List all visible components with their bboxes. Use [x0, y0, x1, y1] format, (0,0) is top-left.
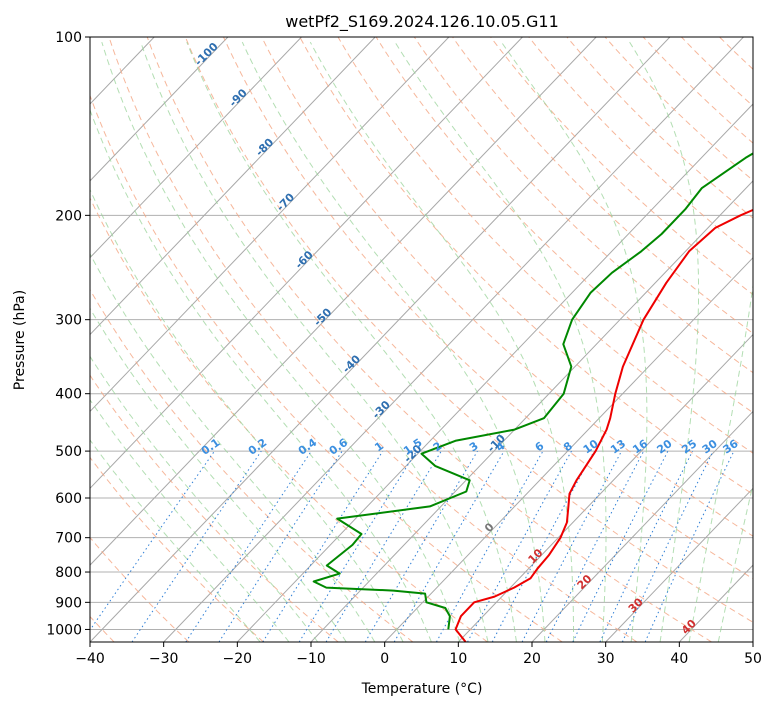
- temperature-line: [454, 208, 753, 642]
- moist-adiabat-line: [90, 252, 376, 642]
- dry-adiabat-line: [299, 37, 753, 495]
- isotherm-line: [384, 256, 753, 642]
- isotherm-line: [457, 333, 753, 642]
- x-tick-label: 10: [449, 651, 467, 667]
- isotherm-gridlines: [90, 37, 753, 642]
- moist-adiabat-line: [717, 482, 753, 642]
- mixing-ratio-line: [218, 450, 343, 642]
- dry-adiabats: [90, 37, 753, 642]
- mixing-ratio-line: [298, 450, 417, 642]
- mixing-ratio-line: [599, 450, 694, 642]
- mixing-ratio-line: [90, 450, 215, 631]
- isotherm-line: [90, 37, 376, 336]
- y-tick-label: 500: [55, 444, 82, 460]
- mixing-ratio-line: [131, 450, 262, 642]
- isotherm-line: [605, 487, 753, 642]
- mixing-ratio-line: [262, 450, 384, 642]
- moist-adiabat-line: [90, 398, 290, 642]
- dry-adiabat-line: [90, 94, 563, 642]
- dry-adiabat-line: [90, 456, 264, 642]
- y-tick-label: 600: [55, 491, 82, 507]
- isotherm-line: [531, 410, 753, 642]
- y-axis: 100 200 300 400 500 600 700 800 900 1000: [46, 30, 90, 638]
- x-tick-label: 30: [597, 651, 615, 667]
- dry-adiabat-line: [90, 288, 414, 642]
- dry-adiabat-line: [184, 37, 753, 623]
- mixing-ratio-line: [491, 450, 595, 642]
- mixing-ratio-line: [572, 450, 669, 642]
- dry-adiabat-line: [490, 37, 753, 296]
- isotherm-line: [163, 37, 744, 642]
- dry-adiabat-line: [337, 37, 753, 454]
- moist-adiabat-line: [394, 41, 607, 642]
- x-tick-label: −30: [149, 651, 179, 667]
- plot-area: [90, 37, 753, 642]
- dry-adiabat-line: [108, 37, 638, 642]
- x-tick-label: 20: [523, 651, 541, 667]
- dry-adiabat-line: [452, 37, 753, 335]
- y-tick-label: 700: [55, 531, 82, 547]
- moist-adiabat-line: [90, 355, 319, 642]
- y-tick-label: 300: [55, 313, 82, 329]
- isotherm-line: [90, 37, 450, 413]
- x-axis: −40 −30 −20 −10 0 10 20 30 40 50: [75, 642, 762, 667]
- dry-adiabat-line: [375, 37, 753, 414]
- moist-adiabats: [90, 41, 753, 642]
- chart-title: wetPf2_S169.2024.126.10.05.G11: [285, 12, 559, 32]
- mixing-ratio-line: [364, 450, 478, 642]
- mixing-ratio-line: [467, 450, 572, 642]
- mixing-ratio-lines: [90, 450, 735, 642]
- dry-adiabat-line: [90, 374, 339, 642]
- moist-adiabat-line: [309, 41, 575, 642]
- y-axis-label: Pressure (hPa): [12, 290, 28, 390]
- mixing-ratio-line: [621, 450, 714, 642]
- dewpoint-line: [312, 152, 753, 630]
- moist-adiabat-line: [140, 41, 489, 642]
- moist-adiabat-line: [241, 41, 546, 642]
- dry-adiabat-line: [146, 37, 712, 642]
- x-tick-label: 0: [380, 651, 389, 667]
- y-tick-label: 400: [55, 387, 82, 403]
- mixing-ratio-line: [325, 450, 442, 642]
- moist-adiabat-line: [90, 307, 347, 642]
- y-tick-label: 200: [55, 208, 82, 224]
- isotherm-line: [90, 37, 229, 182]
- isobar-gridlines: [90, 37, 753, 630]
- x-tick-label: 50: [744, 651, 762, 667]
- profile-lines: [312, 152, 753, 642]
- dry-adiabat-line: [90, 197, 488, 642]
- mixing-ratio-line: [644, 450, 735, 642]
- moist-adiabat-line: [500, 41, 648, 642]
- moist-adiabat-line: [186, 41, 517, 642]
- isotherm-line: [90, 37, 597, 566]
- plot-frame: [89, 36, 754, 643]
- x-tick-label: −20: [223, 651, 253, 667]
- isotherm-line: [90, 37, 671, 642]
- x-tick-label: 40: [670, 651, 688, 667]
- isotherm-line: [90, 37, 523, 490]
- moist-adiabat-line: [90, 108, 432, 642]
- x-tick-label: −40: [75, 651, 105, 667]
- moist-adiabat-line: [101, 41, 461, 642]
- mixing-ratio-line: [185, 450, 312, 642]
- moist-adiabat-line: [90, 439, 261, 642]
- y-tick-label: 1000: [46, 622, 82, 638]
- x-axis-label: Temperature (°C): [361, 681, 483, 697]
- y-tick-label: 900: [55, 595, 82, 611]
- x-tick-label: −10: [296, 651, 326, 667]
- dry-adiabat-line: [413, 37, 753, 374]
- moist-adiabat-line: [688, 282, 753, 642]
- y-tick-label: 100: [55, 30, 82, 46]
- isotherm-line: [90, 37, 302, 259]
- y-tick-label: 800: [55, 565, 82, 581]
- isotherm-line: [236, 103, 753, 642]
- moist-adiabat-line: [629, 41, 700, 642]
